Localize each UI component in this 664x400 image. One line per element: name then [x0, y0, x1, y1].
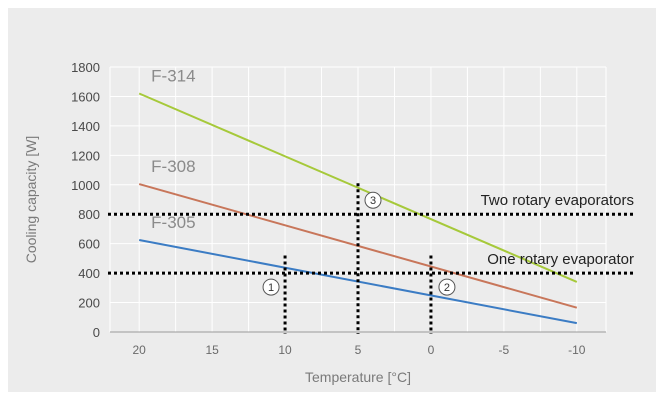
x-tick-label: 15 [205, 343, 219, 357]
series-label-f-308: F-308 [151, 157, 195, 176]
x-tick-label: 5 [355, 343, 362, 357]
y-tick-label: 1200 [71, 148, 100, 163]
y-tick-label: 0 [93, 325, 100, 340]
y-tick-label: 1400 [71, 119, 100, 134]
series-label-f-305: F-305 [151, 213, 195, 232]
y-tick-label: 400 [78, 266, 100, 281]
x-tick-label: -5 [499, 343, 510, 357]
marker-number-1: 1 [268, 282, 274, 294]
x-axis-title: Temperature [°C] [305, 369, 411, 385]
reference-label-2: One rotary evaporator [487, 251, 634, 268]
y-tick-label: 1000 [71, 178, 100, 193]
x-tick-label: 10 [278, 343, 292, 357]
x-tick-label: 20 [132, 343, 146, 357]
reference-label-1: Two rotary evaporators [481, 192, 634, 209]
y-tick-label: 1600 [71, 89, 100, 104]
series-label-f-314: F-314 [151, 67, 195, 86]
x-tick-label: 0 [428, 343, 435, 357]
marker-number-2: 2 [444, 282, 450, 294]
x-tick-label: -10 [568, 343, 586, 357]
y-tick-label: 800 [78, 207, 100, 222]
y-tick-label: 1800 [71, 60, 100, 75]
y-tick-label: 600 [78, 237, 100, 252]
chart-card: 0 200 400 600 800 1000 1200 1400 1600 1800 20 15 10 5… [8, 8, 656, 392]
y-tick-label: 200 [78, 296, 100, 311]
marker-number-3: 3 [370, 195, 376, 207]
y-axis-title: Cooling capacity [W] [23, 136, 39, 264]
